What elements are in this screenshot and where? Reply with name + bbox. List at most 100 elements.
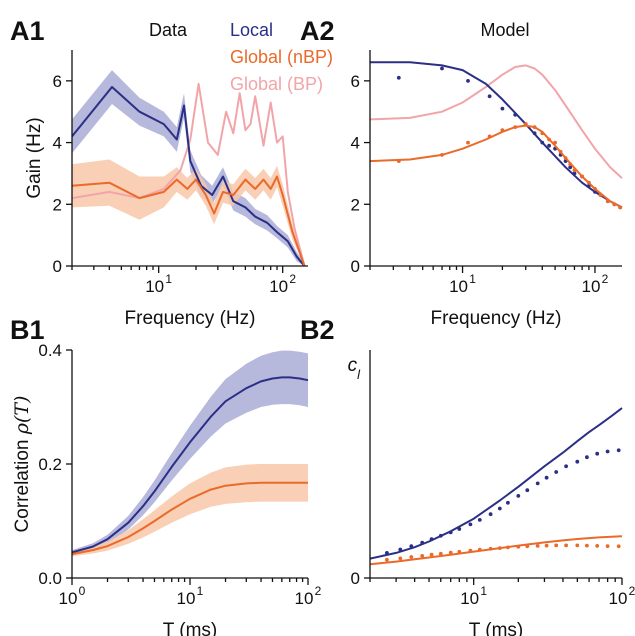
panel-b1: B10.00.20.410 0 10 1 10 2T (ms)Correlation ρ(… <box>10 315 322 636</box>
data-point <box>523 122 528 126</box>
series-line <box>71 82 306 267</box>
data-point <box>585 543 589 548</box>
data-point <box>618 205 623 210</box>
data-point <box>516 494 521 498</box>
x-tick-label: 10 <box>460 589 479 608</box>
data-point <box>516 544 521 549</box>
data-point <box>532 131 537 136</box>
x-tick-exponent: 2 <box>289 272 296 286</box>
data-point <box>409 544 414 548</box>
data-point <box>554 543 559 548</box>
data-point <box>440 66 444 71</box>
y-axis-title: Correlation ρ(T) <box>11 396 33 533</box>
data-point <box>398 556 403 561</box>
data-point <box>575 543 580 548</box>
data-point <box>487 134 492 139</box>
data-point <box>448 530 453 535</box>
series-band <box>72 464 308 557</box>
y-axis-title: Gain (Hz) <box>24 117 45 198</box>
y-tick-label: 2 <box>53 195 62 214</box>
panel-title: Data <box>149 20 188 40</box>
data-point <box>612 202 617 207</box>
data-point <box>487 94 492 99</box>
data-point <box>580 174 584 179</box>
data-point <box>558 149 563 154</box>
data-point <box>535 481 540 486</box>
y-tick-label: 0.0 <box>38 569 62 588</box>
series-line <box>71 376 309 554</box>
legend-entry: Local <box>230 20 273 40</box>
data-point <box>396 159 401 164</box>
y-axis-title: cl <box>348 355 362 382</box>
legend-entry: Global (nBP) <box>230 47 333 67</box>
series-line <box>369 124 623 209</box>
x-tick-label: 10 <box>609 589 628 608</box>
data-point <box>595 451 600 456</box>
x-tick-label: 10 <box>295 589 314 608</box>
data-point <box>477 518 482 522</box>
data-point <box>585 455 589 460</box>
x-axis-title: T (ms) <box>469 620 524 636</box>
data-point <box>497 506 502 511</box>
y-tick-label: 2 <box>351 195 360 214</box>
x-axis-title: T (ms) <box>163 620 218 636</box>
data-point <box>466 79 470 83</box>
data-point <box>554 470 559 474</box>
data-point <box>616 448 621 453</box>
data-point <box>544 543 549 548</box>
data-point <box>525 544 530 549</box>
data-point <box>409 555 414 559</box>
x-tick-label: 10 <box>145 277 164 296</box>
x-tick-exponent: 1 <box>469 272 476 286</box>
data-point <box>595 544 600 548</box>
data-point <box>468 548 473 553</box>
data-point <box>547 143 551 148</box>
x-tick-label: 10 <box>177 589 196 608</box>
data-point <box>564 464 568 469</box>
data-point <box>598 193 603 197</box>
panel-label: B1 <box>10 315 45 345</box>
data-point <box>553 140 557 145</box>
data-point <box>513 125 518 129</box>
series-band <box>72 350 308 555</box>
data-point <box>568 165 573 170</box>
data-point <box>488 512 493 517</box>
series-line <box>71 481 308 556</box>
data-point <box>540 131 545 136</box>
data-point <box>575 459 580 464</box>
y-tick-label: 0 <box>53 257 62 276</box>
data-point <box>468 522 473 527</box>
data-point <box>525 488 530 493</box>
data-point <box>605 199 610 204</box>
data-point <box>587 180 591 185</box>
x-tick-exponent: 1 <box>480 584 487 598</box>
data-point <box>547 137 551 142</box>
y-tick-label: 0.4 <box>38 341 62 360</box>
data-point <box>438 533 443 538</box>
x-tick-exponent: 1 <box>197 584 204 598</box>
data-point <box>535 544 540 548</box>
data-point <box>420 554 425 558</box>
data-point <box>513 112 518 117</box>
data-point <box>540 140 545 145</box>
x-tick-exponent: 1 <box>165 272 172 286</box>
x-tick-label: 10 <box>582 277 601 296</box>
panel-label: A2 <box>300 16 335 46</box>
x-tick-label: 10 <box>59 589 78 608</box>
data-point <box>616 544 621 549</box>
series-line <box>369 407 623 560</box>
x-tick-label: 10 <box>449 277 468 296</box>
data-point <box>605 449 610 454</box>
data-point <box>500 106 505 111</box>
data-point <box>572 168 577 173</box>
data-point <box>448 550 453 555</box>
x-axis-title: Frequency (Hz) <box>431 308 562 329</box>
series-line <box>71 175 306 267</box>
panel-title: Model <box>480 20 529 40</box>
panel-label: A1 <box>10 16 45 46</box>
series-line <box>71 86 306 267</box>
data-point <box>506 500 510 505</box>
